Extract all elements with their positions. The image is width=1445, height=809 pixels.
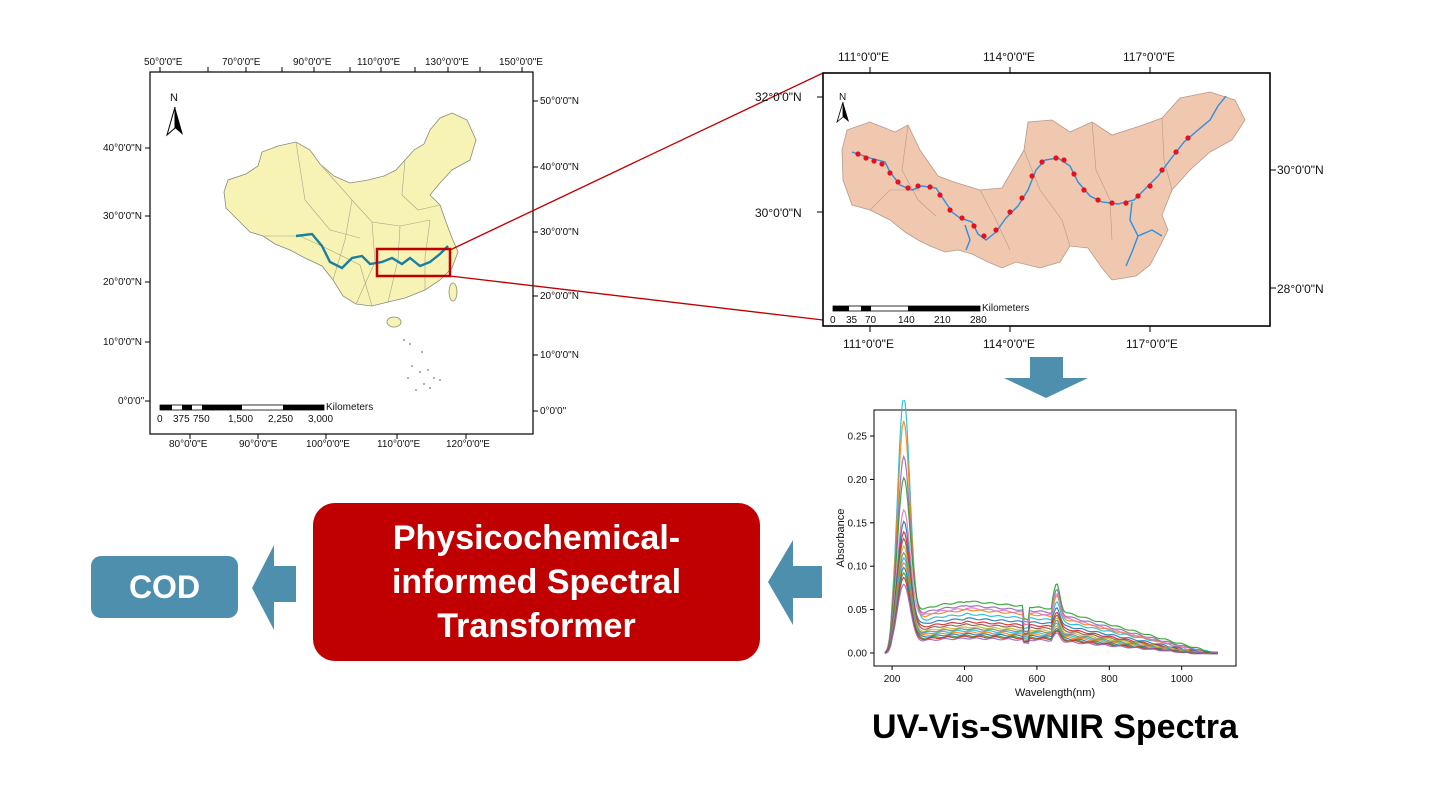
china-right-tick: 10°0'0"N bbox=[540, 350, 579, 361]
china-scale-value: 0 bbox=[157, 414, 163, 425]
china-top-tick: 130°0'0"E bbox=[425, 57, 469, 68]
basin-scale-value: 35 bbox=[846, 315, 858, 326]
china-bottom-tick: 100°0'0"E bbox=[306, 439, 350, 450]
down-arrow-icon bbox=[1004, 357, 1088, 398]
south-sea-islands bbox=[403, 339, 441, 391]
china-right-tick: 30°0'0"N bbox=[540, 227, 579, 238]
y-axis-label: Absorbance bbox=[835, 509, 847, 568]
spectrum-line bbox=[884, 520, 1218, 655]
spectra-chart: 200 400 600 800 1000 0.00 0.05 0.10 0.15 0.20 0.25… bbox=[835, 400, 1237, 699]
x-tick-label: 600 bbox=[1029, 674, 1046, 685]
north-arrow-icon bbox=[166, 106, 183, 137]
china-scale-bar bbox=[159, 404, 325, 411]
hainan-island bbox=[386, 316, 402, 328]
china-bottom-tick: 110°0'0"E bbox=[377, 439, 421, 450]
basin-scale-bar bbox=[832, 305, 981, 312]
basin-bottom-tick: 114°0'0"E bbox=[983, 337, 1035, 351]
y-tick-label: 0.00 bbox=[848, 648, 868, 659]
basin-scale-value: 70 bbox=[865, 315, 877, 326]
left-arrow-icon bbox=[252, 545, 296, 630]
china-left-tick: 40°0'0"N bbox=[103, 143, 142, 154]
province-boundaries bbox=[263, 141, 441, 307]
spectrum-line bbox=[884, 530, 1219, 655]
basin-right-tick: 30°0'0"N bbox=[1277, 163, 1324, 177]
china-bottom-tick: 80°0'0"E bbox=[169, 439, 208, 450]
taiwan-island bbox=[448, 282, 458, 302]
basin-bottom-tick: 117°0'0"E bbox=[1126, 337, 1178, 351]
china-scale-unit: Kilometers bbox=[326, 402, 374, 413]
basin-bottom-tick: 111°0'0"E bbox=[843, 337, 894, 351]
sampling-sites bbox=[855, 135, 1191, 239]
china-left-tick: 0°0'0" bbox=[118, 396, 145, 407]
y-tick-label: 0.05 bbox=[848, 605, 868, 616]
china-left-tick: 30°0'0"N bbox=[103, 211, 142, 222]
x-tick-label: 400 bbox=[956, 674, 973, 685]
north-arrow-icon bbox=[836, 101, 849, 124]
y-tick-label: 0.10 bbox=[848, 562, 868, 573]
model-label-line: Transformer bbox=[437, 607, 636, 645]
china-left-tick: 10°0'0"N bbox=[103, 337, 142, 348]
china-scale-value: 750 bbox=[193, 414, 210, 425]
china-top-tick: 50°0'0"E bbox=[144, 57, 183, 68]
basin-map: 111°0'0"E 114°0'0"E 117°0'0"E 32°0'0"N 3… bbox=[740, 40, 1360, 360]
model-box: Physicochemical- informed Spectral Trans… bbox=[313, 503, 760, 661]
china-top-tick: 90°0'0"E bbox=[293, 57, 332, 68]
china-right-tick: 20°0'0"N bbox=[540, 291, 579, 302]
cod-output-box: COD bbox=[91, 556, 238, 618]
spectrum-line bbox=[884, 566, 1219, 655]
china-top-tick: 70°0'0"E bbox=[222, 57, 261, 68]
basin-north-label: N bbox=[839, 92, 847, 103]
china-right-tick: 40°0'0"N bbox=[540, 162, 579, 173]
china-scale-value: 2,250 bbox=[268, 414, 294, 425]
spectrum-line bbox=[884, 476, 1219, 654]
basin-scale-value: 210 bbox=[934, 315, 951, 326]
study-area-highlight bbox=[375, 247, 452, 278]
spectrum-line bbox=[884, 420, 1219, 655]
china-left-tick: 20°0'0"N bbox=[103, 277, 142, 288]
model-label-line: informed Spectral bbox=[391, 563, 682, 601]
basin-scale-value: 0 bbox=[830, 315, 836, 326]
spectrum-line bbox=[884, 561, 1218, 655]
china-scale-value: 375 bbox=[173, 414, 190, 425]
china-scale-value: 3,000 bbox=[308, 414, 334, 425]
y-tick-label: 0.25 bbox=[848, 432, 868, 443]
china-map-canvas bbox=[145, 67, 538, 439]
spectra-caption: UV-Vis-SWNIR Spectra bbox=[872, 708, 1238, 746]
china-north-label: N bbox=[170, 92, 178, 104]
basin-left-tick: 30°0'0"N bbox=[755, 206, 802, 220]
y-tick-label: 0.20 bbox=[848, 475, 868, 486]
cod-label: COD bbox=[128, 568, 201, 605]
china-bottom-tick: 90°0'0"E bbox=[239, 439, 278, 450]
basin-scale-value: 140 bbox=[898, 315, 915, 326]
china-right-tick: 50°0'0"N bbox=[540, 96, 579, 107]
basin-right-tick: 28°0'0"N bbox=[1277, 282, 1324, 296]
spectrum-line bbox=[884, 508, 1219, 655]
spectrum-line bbox=[884, 583, 1219, 655]
basin-top-tick: 114°0'0"E bbox=[983, 50, 1035, 64]
left-arrow-icon bbox=[768, 540, 822, 625]
china-bottom-tick: 120°0'0"E bbox=[446, 439, 490, 450]
china-map: 50°0'0"E 70°0'0"E 90°0'0"E 110°0'0"E 130… bbox=[0, 0, 600, 470]
x-tick-label: 200 bbox=[884, 674, 901, 685]
basin-left-tick: 32°0'0"N bbox=[755, 90, 802, 104]
x-tick-label: 1000 bbox=[1171, 674, 1194, 685]
basin-map-canvas bbox=[817, 67, 1276, 332]
china-top-tick: 150°0'0"E bbox=[499, 57, 543, 68]
basin-scale-value: 280 bbox=[970, 315, 987, 326]
china-landmass bbox=[223, 112, 477, 307]
basin-scale-unit: Kilometers bbox=[982, 303, 1030, 314]
china-top-tick: 110°0'0"E bbox=[357, 57, 401, 68]
basin-subdivisions bbox=[869, 117, 1173, 251]
china-right-tick: 0°0'0" bbox=[540, 406, 567, 417]
china-scale-value: 1,500 bbox=[228, 414, 254, 425]
x-axis-label: Wavelength(nm) bbox=[1015, 687, 1095, 699]
basin-top-tick: 117°0'0"E bbox=[1123, 50, 1175, 64]
model-label-line: Physicochemical- bbox=[392, 519, 681, 557]
basin-top-tick: 111°0'0"E bbox=[838, 50, 889, 64]
y-tick-label: 0.15 bbox=[848, 518, 868, 529]
x-tick-label: 800 bbox=[1101, 674, 1118, 685]
